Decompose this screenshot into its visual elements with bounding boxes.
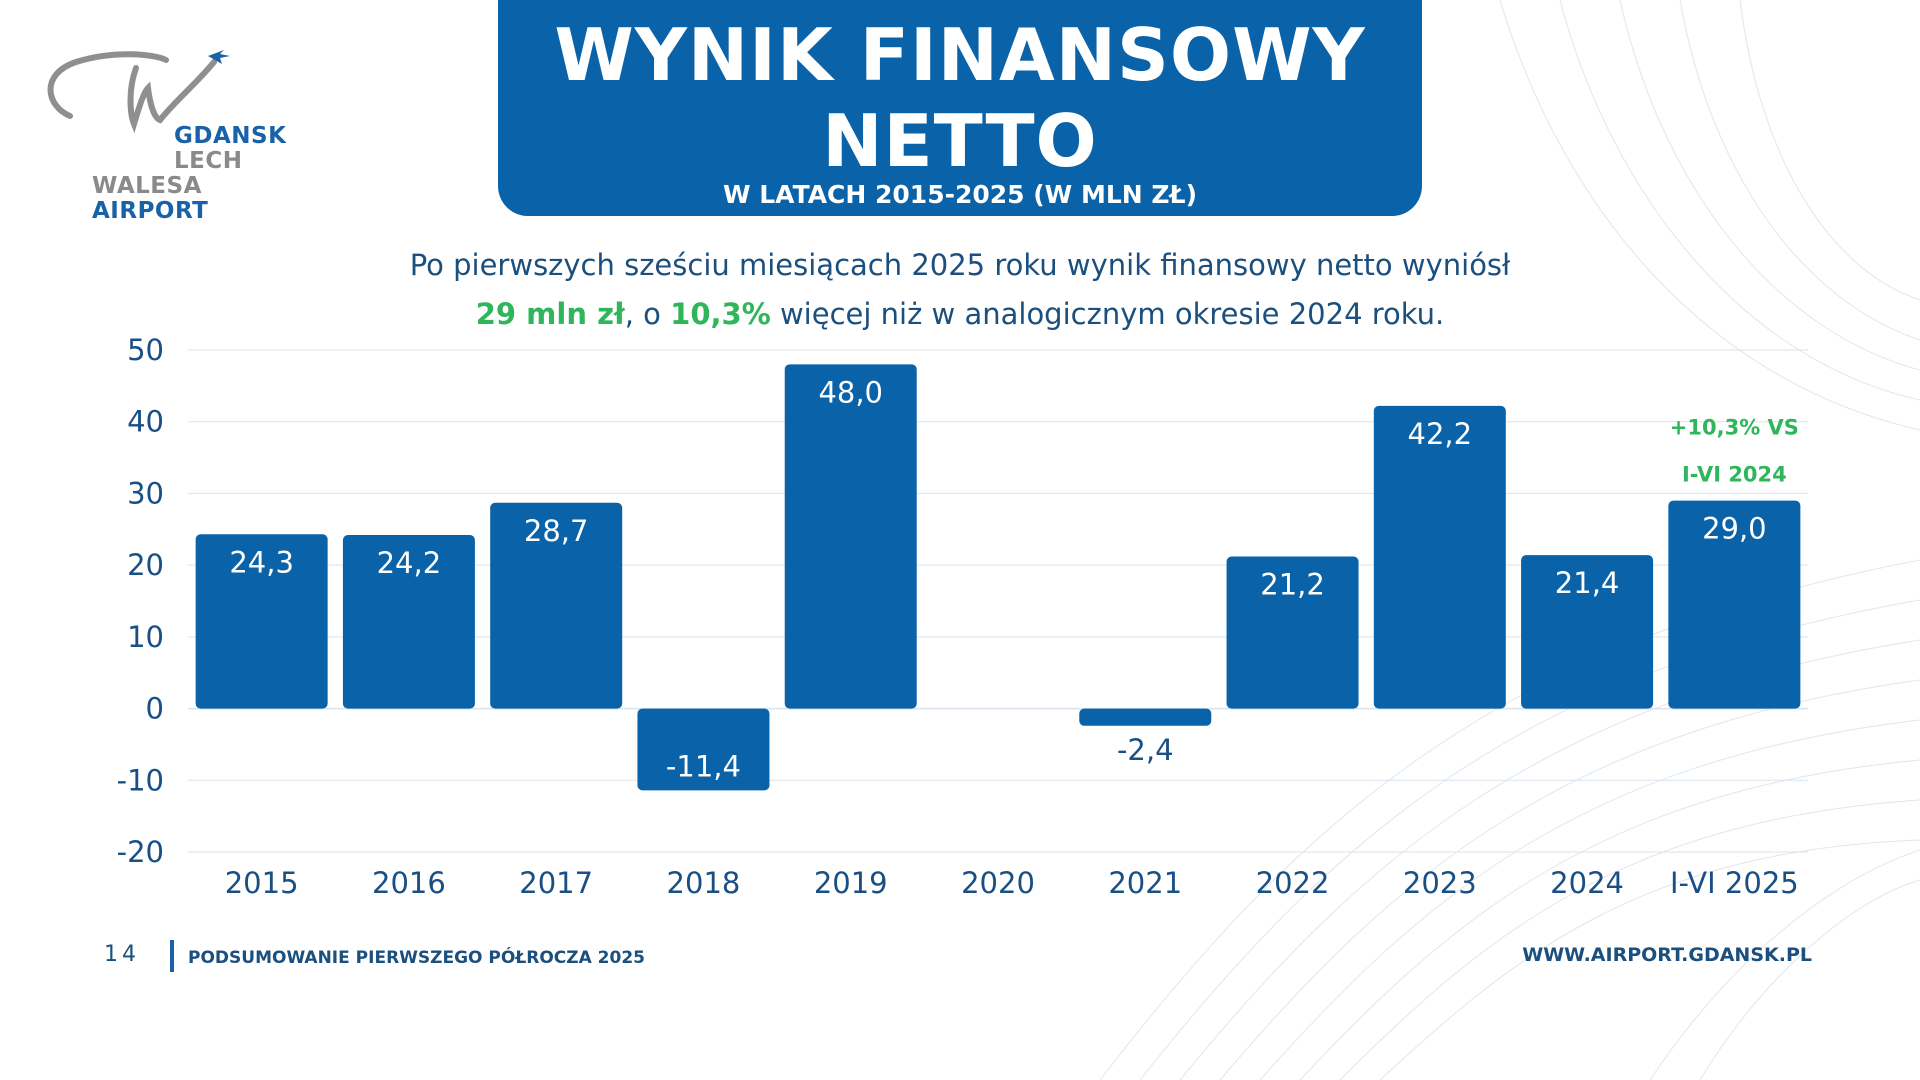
y-tick-label: 50 <box>127 333 164 367</box>
x-tick-label: 2019 <box>814 866 888 900</box>
bar <box>195 534 328 709</box>
x-tick-label: 2023 <box>1403 866 1477 900</box>
logo-word: WALESA <box>92 173 202 199</box>
bar-value-label: 42,2 <box>1408 417 1473 451</box>
y-tick-label: -10 <box>117 763 164 797</box>
logo-word: LECH <box>174 148 243 174</box>
bar <box>342 535 475 709</box>
footer-divider <box>170 940 174 972</box>
logo-word: AIRPORT <box>92 198 209 224</box>
title-line: NETTO <box>822 99 1098 183</box>
x-tick-label: I-VI 2025 <box>1670 866 1799 900</box>
bar <box>1226 556 1359 709</box>
title-line: WYNIK FINANSOWY <box>554 13 1366 97</box>
x-tick-label: 2018 <box>667 866 741 900</box>
bar <box>1668 500 1801 709</box>
airport-logo: GDANSK LECH WALESA AIRPORT <box>36 44 326 224</box>
bar-value-label: 29,0 <box>1702 512 1767 546</box>
bar <box>637 708 770 791</box>
logo-wordmark: GDANSK LECH WALESA AIRPORT <box>92 124 326 224</box>
y-tick-label: 40 <box>127 405 164 439</box>
x-tick-label: 2022 <box>1256 866 1330 900</box>
x-tick-label: 2024 <box>1550 866 1624 900</box>
x-tick-label: 2020 <box>961 866 1035 900</box>
x-tick-label: 2015 <box>225 866 299 900</box>
bar <box>490 502 623 709</box>
logo-word: GDANSK <box>174 123 287 149</box>
bar-value-label: -11,4 <box>666 749 741 783</box>
lead-text-fragment: więcej niż w analogicznym okresie 2024 r… <box>770 297 1445 331</box>
bar-value-label: 21,4 <box>1555 566 1620 600</box>
signature-plane-icon <box>47 50 230 134</box>
lead-text-line2: 29 mln zł, o 10,3% więcej niż w analogic… <box>260 297 1660 331</box>
lead-text-line1: Po pierwszych sześciu miesiącach 2025 ro… <box>409 248 1511 282</box>
page-subtitle: W LATACH 2015-2025 (W MLN ZŁ) <box>722 180 1198 209</box>
lead-text-fragment: , o <box>624 297 671 331</box>
bar-value-label: 48,0 <box>818 375 883 409</box>
x-tick-label: 2016 <box>372 866 446 900</box>
page-number: 14 <box>104 942 140 967</box>
bar-value-label: 24,3 <box>229 545 294 579</box>
highlight-amount: 29 mln zł <box>475 297 625 331</box>
bar <box>784 364 917 709</box>
y-tick-label: 10 <box>127 620 164 654</box>
bar-value-label: -2,4 <box>1117 733 1174 767</box>
footer-website-link[interactable]: WWW.AIRPORT.GDANSK.PL <box>1522 944 1812 966</box>
x-tick-label: 2021 <box>1108 866 1182 900</box>
y-tick-label: 0 <box>146 692 164 726</box>
y-tick-label: 20 <box>127 548 164 582</box>
y-tick-label: -20 <box>117 835 164 869</box>
bar-value-label: 21,2 <box>1260 568 1325 602</box>
title-banner: WYNIK FINANSOWY NETTO W LATACH 2015-2025… <box>498 0 1422 216</box>
annotation-line1: +10,3% VS <box>1670 416 1799 440</box>
y-tick-label: 30 <box>127 476 164 510</box>
highlight-percent: 10,3% <box>670 297 771 331</box>
bar <box>1521 555 1654 709</box>
page-title: WYNIK FINANSOWY NETTO <box>498 0 1422 184</box>
bar <box>1373 405 1506 709</box>
bar-value-label: 24,2 <box>377 546 442 580</box>
annotation-line2: I-VI 2024 <box>1682 463 1787 487</box>
bar <box>1079 708 1212 726</box>
footer-section-title: PODSUMOWANIE PIERWSZEGO PÓŁROCZA 2025 <box>188 948 645 968</box>
x-tick-label: 2017 <box>519 866 593 900</box>
bar-value-label: 28,7 <box>524 514 589 548</box>
